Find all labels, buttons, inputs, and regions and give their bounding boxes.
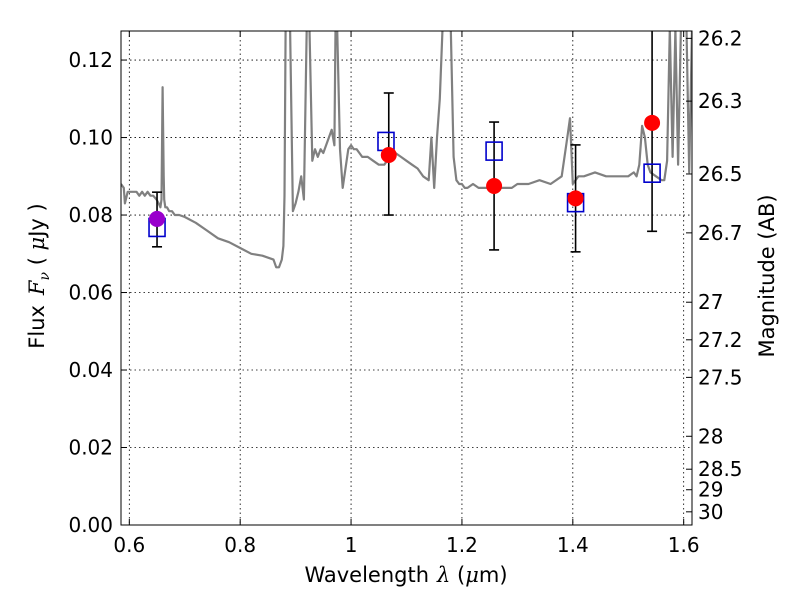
x-axis-ticks: 0.6 0.8 1 1.2 1.4 1.6 [113,31,700,557]
x-axis-title-unit-rest: m) [479,563,508,587]
y-tick-label: 0.06 [68,281,113,305]
observed-point [149,210,166,227]
y2-tick-label: 29 [698,478,723,502]
y-axis-title-prefix: Flux [25,305,49,349]
model-point-square [643,163,661,183]
observed-point-layer [149,114,661,227]
y2-tick-label: 26.5 [698,162,743,186]
x-axis-title-unit-open: ( [450,563,465,587]
y-axis-title-unit-mu: μ [25,237,49,251]
y2-tick-label: 26.2 [698,26,743,50]
model-point-square [485,141,503,161]
y2-tick-label: 26.3 [698,89,743,113]
x-tick-label: 1.4 [557,533,589,557]
y-axis-ticks: 0.00 0.02 0.04 0.06 0.08 0.10 0.12 [68,48,127,537]
model-spectrum-line [121,31,692,269]
error-bar-layer [152,31,658,253]
y-tick-label: 0.00 [68,513,113,537]
y-tick-label: 0.02 [68,436,113,460]
y-axis-title-unit-rest: Jy ) [25,203,49,239]
x-tick-label: 0.6 [113,533,145,557]
y-tick-label: 0.12 [68,48,113,72]
x-tick-label: 1 [345,533,358,557]
x-tick-label: 1.2 [446,533,478,557]
y2-axis-title: Magnitude (AB) [755,194,779,357]
observed-point [380,146,397,163]
y2-tick-label: 28.5 [698,457,743,481]
grid-lines [121,31,692,526]
y-tick-label: 0.08 [68,203,113,227]
y2-tick-label: 27.2 [698,328,743,352]
observed-point [486,177,503,194]
y2-tick-label: 28 [698,424,723,448]
y-tick-label: 0.10 [68,126,113,150]
y-tick-label: 0.04 [68,358,113,382]
model-point-layer [148,131,661,238]
y-axis-title-unit-open: ( [25,250,49,272]
x-axis-title-prefix: Wavelength [304,563,429,587]
y2-tick-label: 26.7 [698,221,743,245]
model-spectrum-layer [121,31,692,269]
y2-tick-label: 27 [698,290,723,314]
y2-tick-label: 30 [698,500,723,524]
plot-frame [120,30,693,526]
observed-point [644,114,661,131]
x-tick-label: 1.6 [668,533,700,557]
y-axis-title-symbol: F [25,279,49,296]
y2-tick-label: 27.5 [698,365,743,389]
x-tick-label: 0.8 [224,533,256,557]
x-axis-title-unit-mu: μ [465,563,479,587]
observed-point [567,190,584,207]
y-axis-title: Flux Fν ( μJy ) [25,203,53,348]
x-axis-title-symbol: λ [436,563,450,587]
x-axis-title: Wavelength λ (μm) [304,563,507,587]
y-axis-title-subscript: ν [37,271,53,280]
